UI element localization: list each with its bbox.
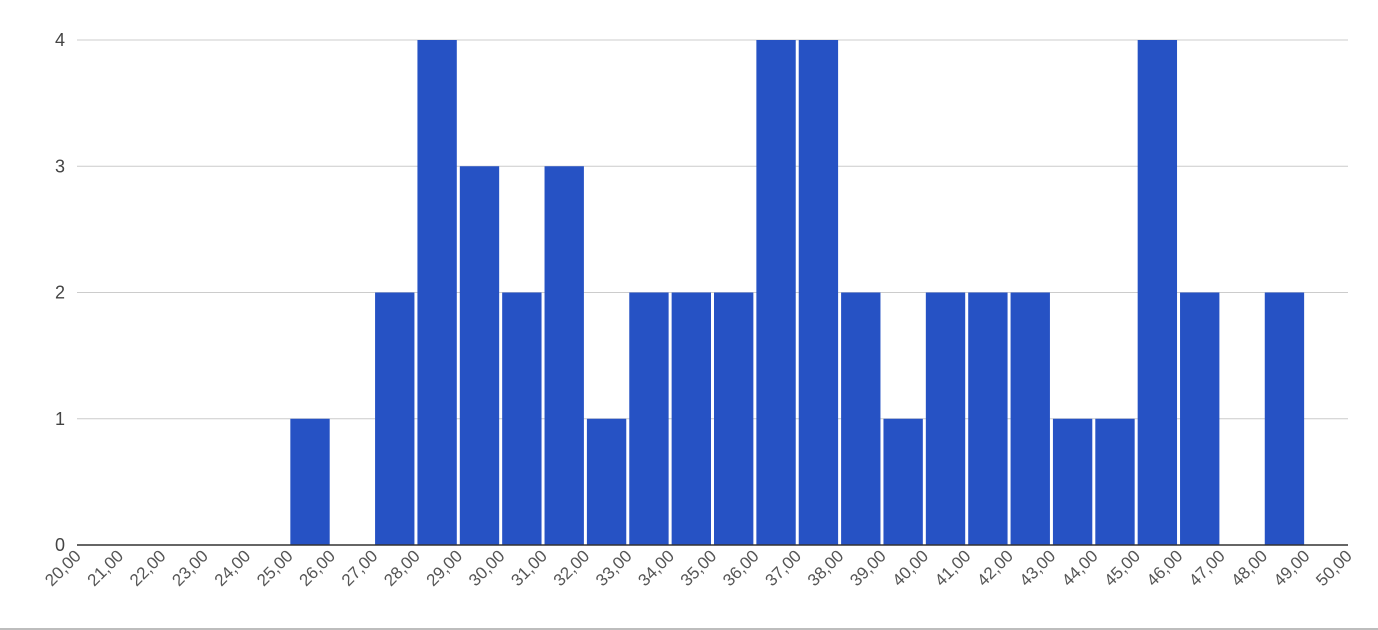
histogram-bar xyxy=(714,292,754,545)
y-tick-label: 3 xyxy=(55,156,65,176)
histogram-bar xyxy=(629,292,669,545)
x-tick-label: 49,00 xyxy=(1270,546,1314,590)
y-tick-label: 4 xyxy=(55,30,65,50)
x-tick-label: 35,00 xyxy=(677,546,721,590)
histogram-bar xyxy=(502,292,542,545)
histogram-bar xyxy=(459,166,500,545)
x-tick-label: 42,00 xyxy=(973,546,1017,590)
histogram-bar xyxy=(375,292,415,545)
histogram-bar xyxy=(968,292,1008,545)
x-tick-label: 22,00 xyxy=(126,546,170,590)
y-tick-label: 0 xyxy=(55,535,65,555)
histogram-bar xyxy=(1137,40,1178,545)
x-tick-label: 43,00 xyxy=(1016,546,1060,590)
x-tick-label: 29,00 xyxy=(423,546,467,590)
x-tick-label: 46,00 xyxy=(1143,546,1187,590)
x-tick-label: 25,00 xyxy=(253,546,297,590)
histogram-bar xyxy=(1180,292,1220,545)
gridlines xyxy=(77,39,1348,420)
x-tick-label: 30,00 xyxy=(465,546,509,590)
x-tick-label: 37,00 xyxy=(762,546,806,590)
y-tick-label: 2 xyxy=(55,283,65,303)
histogram-bar xyxy=(586,418,627,545)
histogram-bar xyxy=(1095,418,1135,545)
x-tick-label: 50,00 xyxy=(1312,546,1356,590)
x-tick-label: 26,00 xyxy=(296,546,340,590)
x-tick-label: 21,00 xyxy=(84,546,128,590)
x-tick-label: 38,00 xyxy=(804,546,848,590)
x-tick-label: 34,00 xyxy=(634,546,678,590)
histogram-bar xyxy=(1052,418,1093,545)
bars xyxy=(290,40,1305,545)
histogram-bar xyxy=(798,40,839,545)
y-axis-ticks: 0 1 2 3 4 xyxy=(55,30,65,555)
histogram-bar xyxy=(417,40,457,545)
x-tick-label: 45,00 xyxy=(1100,546,1144,590)
x-tick-label: 33,00 xyxy=(592,546,636,590)
x-tick-label: 24,00 xyxy=(211,546,255,590)
x-tick-label: 27,00 xyxy=(338,546,382,590)
histogram-bar xyxy=(671,292,711,545)
histogram-bar xyxy=(925,292,966,545)
x-tick-label: 28,00 xyxy=(380,546,424,590)
x-tick-label: 47,00 xyxy=(1185,546,1229,590)
bottom-border xyxy=(0,628,1378,630)
histogram-bar xyxy=(841,292,881,545)
y-tick-label: 1 xyxy=(55,409,65,429)
x-tick-label: 41,00 xyxy=(931,546,975,590)
x-tick-label: 31,00 xyxy=(507,546,551,590)
histogram-bar xyxy=(1264,292,1305,545)
x-tick-label: 39,00 xyxy=(846,546,890,590)
x-tick-label: 40,00 xyxy=(889,546,933,590)
histogram-bar xyxy=(756,40,796,545)
x-tick-label: 44,00 xyxy=(1058,546,1102,590)
histogram-bar xyxy=(290,418,330,545)
x-tick-label: 48,00 xyxy=(1228,546,1272,590)
x-tick-label: 36,00 xyxy=(719,546,763,590)
x-axis-ticks: 20,0021,0022,0023,0024,0025,0026,0027,00… xyxy=(41,546,1356,590)
x-tick-label: 32,00 xyxy=(550,546,594,590)
histogram-bar xyxy=(544,166,584,545)
x-tick-label: 23,00 xyxy=(168,546,212,590)
histogram-bar xyxy=(883,418,923,545)
histogram-bar xyxy=(1010,292,1050,545)
